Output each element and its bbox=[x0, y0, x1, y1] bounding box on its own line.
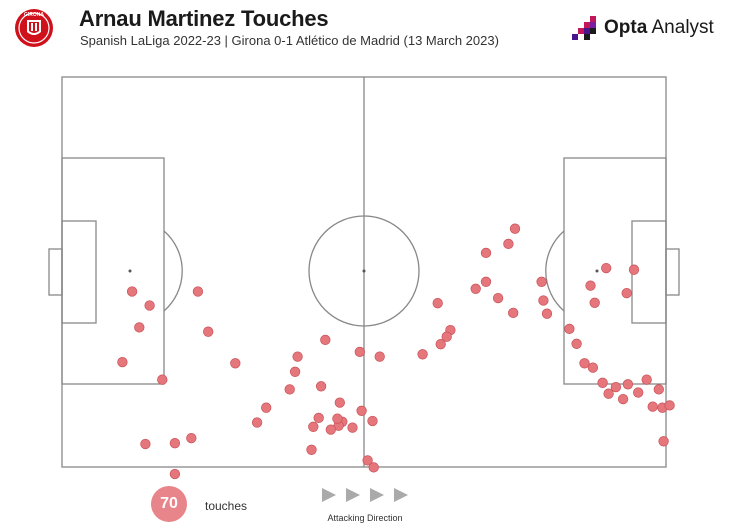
touch-point-2 bbox=[192, 286, 204, 297]
touch-point-65 bbox=[658, 436, 669, 447]
touch-point-20 bbox=[292, 351, 303, 362]
touch-point-14 bbox=[508, 307, 519, 319]
touch-point-54 bbox=[589, 297, 600, 308]
touch-point-30 bbox=[356, 405, 367, 416]
touch-point-48 bbox=[536, 276, 547, 287]
opta-analyst-logo: Opta Analyst bbox=[570, 12, 720, 42]
touch-point-9 bbox=[315, 381, 327, 392]
touch-point-17 bbox=[435, 339, 446, 350]
touch-point-70 bbox=[664, 400, 675, 411]
attacking-direction-arrows-icon bbox=[322, 488, 408, 502]
touch-point-68 bbox=[641, 374, 652, 385]
touch-point-12 bbox=[417, 349, 428, 360]
brand-wordmark: Opta Analyst bbox=[604, 17, 714, 39]
touch-point-23 bbox=[261, 402, 272, 413]
touch-point-25 bbox=[186, 432, 197, 444]
touch-point-50 bbox=[601, 262, 612, 274]
touch-point-7 bbox=[157, 374, 168, 385]
touch-points bbox=[117, 223, 675, 480]
chart-subtitle: Spanish LaLiga 2022-23 | Girona 0-1 Atlé… bbox=[80, 33, 499, 48]
touch-count-badge: 70 bbox=[151, 486, 187, 522]
touch-point-24 bbox=[251, 417, 263, 428]
touch-point-3 bbox=[144, 300, 155, 311]
touch-point-26 bbox=[169, 438, 181, 449]
touch-point-52 bbox=[621, 287, 632, 299]
left-six-yard-box bbox=[61, 220, 97, 324]
touch-point-67 bbox=[647, 401, 658, 412]
touch-point-64 bbox=[633, 387, 644, 398]
touch-point-60 bbox=[603, 388, 614, 399]
touch-point-56 bbox=[571, 338, 582, 349]
touch-point-31 bbox=[347, 422, 358, 433]
touch-point-28 bbox=[140, 438, 151, 450]
touch-point-58 bbox=[587, 362, 599, 373]
touch-point-51 bbox=[628, 264, 640, 275]
touch-point-49 bbox=[541, 308, 553, 319]
touch-point-22 bbox=[284, 384, 295, 395]
touch-point-18 bbox=[374, 351, 385, 362]
right-penalty-arc bbox=[545, 230, 565, 312]
touch-point-6 bbox=[117, 356, 128, 368]
touch-point-5 bbox=[203, 326, 214, 337]
touch-point-47 bbox=[538, 295, 549, 306]
crest-lettering: GIRONA bbox=[24, 12, 44, 18]
touch-point-15 bbox=[492, 292, 504, 304]
touch-point-10 bbox=[354, 346, 365, 358]
touch-point-34 bbox=[332, 413, 343, 424]
chart-header: GIRONA Arnau Martinez Touches Spanish La… bbox=[0, 0, 730, 60]
brand-bold: Opta bbox=[604, 17, 648, 38]
touch-point-37 bbox=[325, 424, 336, 435]
touch-point-8 bbox=[230, 358, 241, 369]
touch-point-45 bbox=[509, 223, 521, 234]
touch-point-53 bbox=[585, 280, 596, 291]
touch-point-16 bbox=[480, 276, 492, 287]
centre-circle bbox=[308, 215, 420, 327]
touch-point-36 bbox=[368, 462, 379, 473]
touch-point-11 bbox=[367, 415, 378, 427]
pitch-markings bbox=[48, 76, 680, 468]
left-penalty-arc bbox=[163, 230, 183, 312]
girona-crest-icon: GIRONA bbox=[15, 9, 53, 47]
touch-point-41 bbox=[432, 298, 443, 309]
touch-point-27 bbox=[169, 468, 181, 480]
opta-logo-icon bbox=[572, 16, 596, 40]
touch-point-19 bbox=[320, 334, 331, 346]
touch-point-29 bbox=[362, 455, 373, 466]
left-goal bbox=[48, 248, 63, 296]
touch-point-62 bbox=[617, 393, 629, 405]
touch-count-label: touches bbox=[205, 499, 248, 513]
touch-point-4 bbox=[134, 322, 145, 333]
touch-point-21 bbox=[289, 366, 301, 377]
touch-point-40 bbox=[308, 421, 319, 432]
touch-point-63 bbox=[622, 379, 634, 390]
touch-point-1 bbox=[126, 286, 138, 297]
touch-point-43 bbox=[480, 247, 492, 259]
right-goal bbox=[665, 248, 680, 296]
touch-point-61 bbox=[610, 381, 622, 393]
left-penalty-spot bbox=[128, 269, 132, 273]
touch-point-38 bbox=[313, 412, 324, 424]
attacking-direction-label: Attacking Direction bbox=[327, 513, 403, 523]
touch-point-57 bbox=[579, 358, 590, 369]
touch-point-46 bbox=[503, 238, 514, 250]
right-penalty-spot bbox=[595, 269, 599, 273]
left-penalty-area bbox=[61, 157, 165, 385]
touch-point-66 bbox=[653, 384, 664, 395]
touch-point-55 bbox=[564, 323, 575, 335]
touch-point-44 bbox=[470, 283, 481, 294]
chart-title: Arnau Martinez Touches bbox=[79, 6, 329, 31]
brand-regular: Analyst bbox=[647, 17, 714, 38]
touch-point-59 bbox=[597, 377, 608, 388]
centre-spot bbox=[362, 269, 366, 273]
touch-point-39 bbox=[306, 444, 317, 455]
right-penalty-area bbox=[563, 157, 667, 385]
touch-point-35 bbox=[334, 397, 345, 408]
touch-point-42 bbox=[441, 331, 452, 342]
